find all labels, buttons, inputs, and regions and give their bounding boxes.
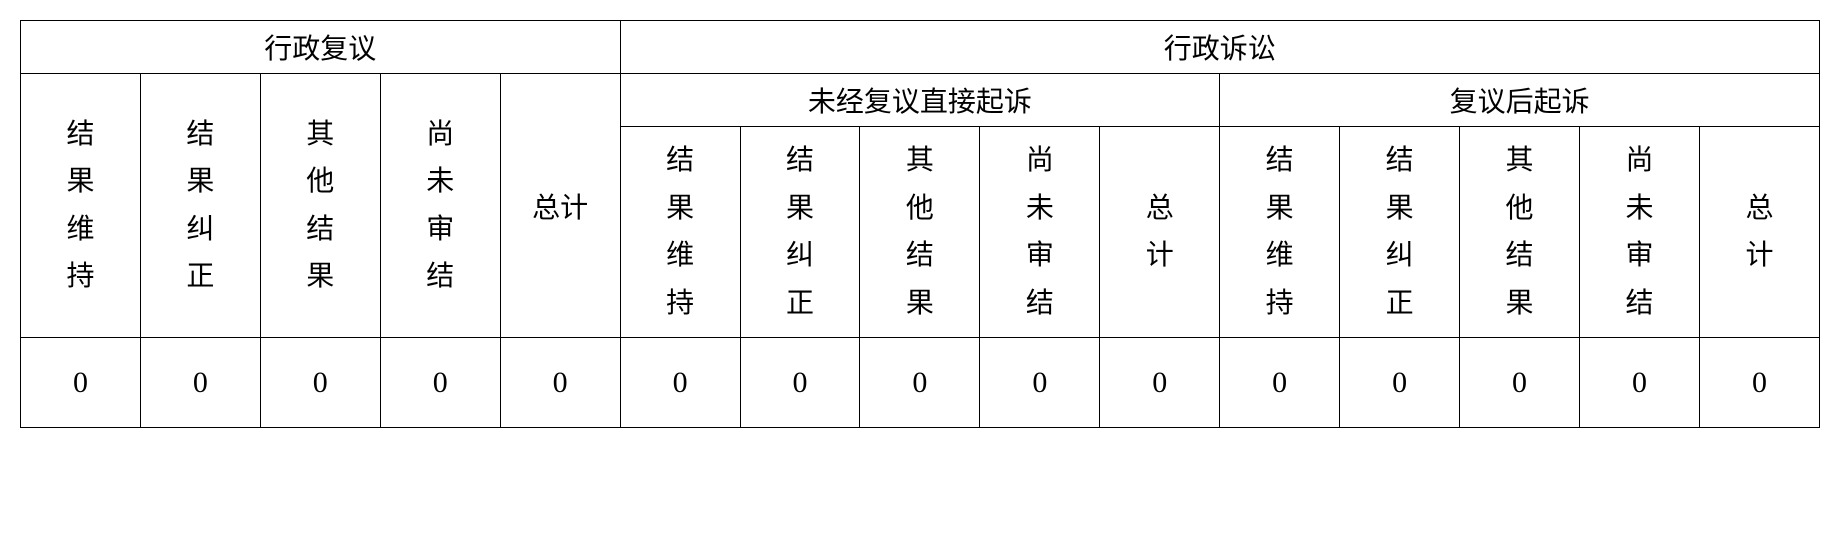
- col-direct-pending: 尚未审结: [980, 127, 1100, 338]
- cell-after-uphold: 0: [1220, 338, 1340, 428]
- cell-direct-pending: 0: [980, 338, 1100, 428]
- col-review-other: 其他结果: [260, 74, 380, 338]
- cell-direct-other: 0: [860, 338, 980, 428]
- col-after-correct: 结果纠正: [1340, 127, 1460, 338]
- cell-after-correct: 0: [1340, 338, 1460, 428]
- cell-after-pending: 0: [1579, 338, 1699, 428]
- col-direct-uphold: 结果维持: [620, 127, 740, 338]
- cell-direct-uphold: 0: [620, 338, 740, 428]
- col-after-total: 总计: [1699, 127, 1819, 338]
- cell-review-uphold: 0: [21, 338, 141, 428]
- col-review-uphold: 结果维持: [21, 74, 141, 338]
- cell-after-total: 0: [1699, 338, 1819, 428]
- cell-review-other: 0: [260, 338, 380, 428]
- col-direct-other: 其他结果: [860, 127, 980, 338]
- cell-direct-correct: 0: [740, 338, 860, 428]
- col-after-other: 其他结果: [1460, 127, 1580, 338]
- col-after-pending: 尚未审结: [1579, 127, 1699, 338]
- col-direct-total: 总计: [1100, 127, 1220, 338]
- col-review-correct: 结果纠正: [140, 74, 260, 338]
- cell-direct-total: 0: [1100, 338, 1220, 428]
- col-review-pending: 尚未审结: [380, 74, 500, 338]
- header-admin-litigation: 行政诉讼: [620, 21, 1819, 74]
- col-after-uphold: 结果维持: [1220, 127, 1340, 338]
- subheader-direct-suit: 未经复议直接起诉: [620, 74, 1220, 127]
- cell-review-pending: 0: [380, 338, 500, 428]
- header-admin-review: 行政复议: [21, 21, 621, 74]
- col-direct-correct: 结果纠正: [740, 127, 860, 338]
- cell-after-other: 0: [1460, 338, 1580, 428]
- admin-review-litigation-table: 行政复议 行政诉讼 结果维持 结果纠正 其他结果 尚未审结 总计 未经复议直接起…: [20, 20, 1820, 428]
- subheader-after-review-suit: 复议后起诉: [1220, 74, 1820, 127]
- table-row: 0 0 0 0 0 0 0 0 0 0 0 0 0 0 0: [21, 338, 1820, 428]
- cell-review-total: 0: [500, 338, 620, 428]
- col-review-total: 总计: [500, 74, 620, 338]
- cell-review-correct: 0: [140, 338, 260, 428]
